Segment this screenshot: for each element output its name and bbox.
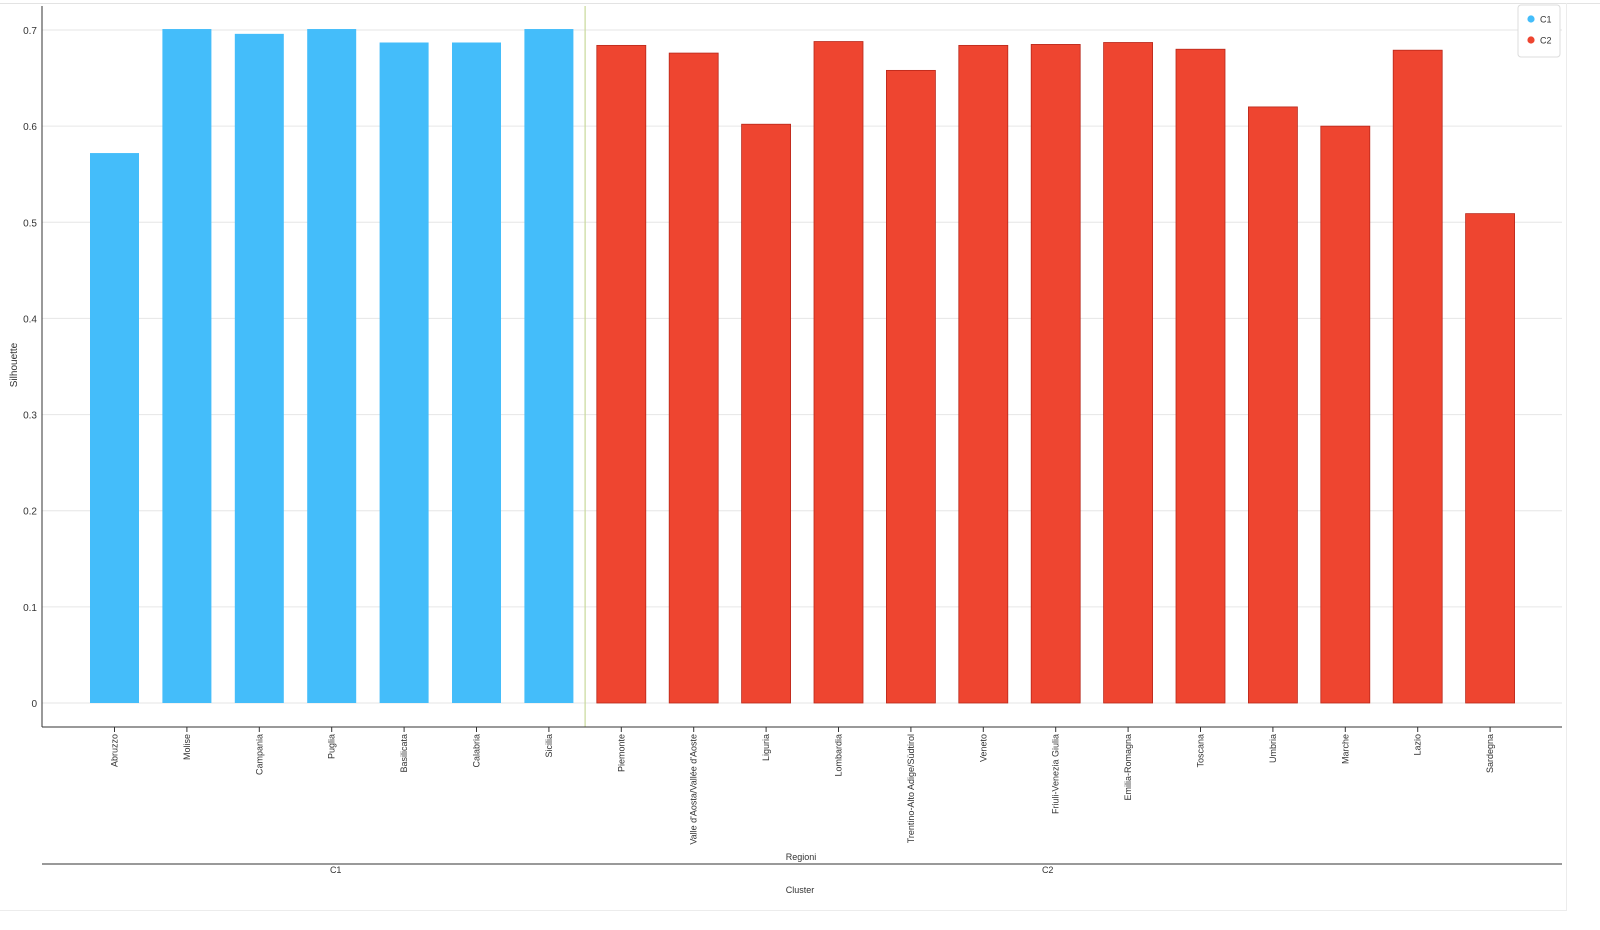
x-tick-label: Emilia-Romagna [1123, 734, 1133, 801]
cluster-label-c2: C2 [1042, 865, 1054, 875]
y-tick-label: 0.4 [23, 314, 37, 325]
bar-sicilia [524, 29, 574, 703]
x-tick-label: Trentino-Alto Adige/Südtirol [906, 734, 916, 843]
x-tick-label: Lombardia [834, 734, 844, 777]
x-tick-label: Molise [182, 734, 192, 760]
x-tick-label: Marche [1340, 734, 1350, 764]
x-tick-label: Sicilia [544, 734, 554, 758]
bar-puglia [307, 29, 357, 703]
bar-liguria [741, 123, 791, 704]
legend-label-c2: C2 [1540, 36, 1552, 46]
x-tick-label: Abruzzo [110, 734, 120, 767]
x-tick-label: Veneto [978, 734, 988, 762]
cluster-axis-title: Cluster [786, 885, 815, 895]
y-tick-label: 0.2 [23, 507, 37, 518]
bar-marche [1320, 125, 1371, 704]
x-axis-title: Regioni [786, 852, 817, 862]
bar-piemonte [596, 44, 647, 704]
bar-abruzzo [90, 153, 139, 703]
bar-sardegna [1465, 213, 1515, 704]
x-tick-label: Umbria [1268, 734, 1278, 763]
legend-label-c1: C1 [1540, 15, 1552, 25]
bar-friuli-venezia-giulia [1030, 44, 1081, 704]
x-tick-label: Lazio [1413, 734, 1423, 756]
x-tick-label: Campania [254, 734, 264, 775]
y-tick-label: 0.3 [23, 411, 37, 422]
y-tick-label: 0.6 [23, 122, 37, 133]
bar-lazio [1392, 49, 1443, 704]
bar-lombardia [813, 41, 864, 704]
bar-umbria [1248, 106, 1298, 704]
y-tick-label: 0 [31, 699, 37, 710]
y-axis-title: Silhouette [9, 342, 20, 387]
x-tick-label: Piemonte [616, 734, 626, 772]
y-tick-label: 0.5 [23, 218, 37, 229]
x-tick-label: Puglia [327, 734, 337, 759]
x-tick-label: Valle d'Aosta/Vallée d'Aoste [689, 734, 699, 845]
bar-basilicata [379, 42, 429, 703]
x-tick-label: Liguria [761, 734, 771, 761]
legend-marker-c1 [1527, 15, 1535, 23]
cluster-label-c1: C1 [330, 865, 342, 875]
bar-trentino-alto-adige-s-dtirol [886, 69, 936, 704]
bar-toscana [1175, 48, 1226, 704]
x-tick-label: Toscana [1196, 734, 1206, 768]
bar-campania [234, 33, 284, 704]
bar-molise [162, 29, 212, 703]
x-tick-label: Calabria [472, 734, 482, 768]
bar-valle-d-aosta-vall-e-d-aoste [668, 52, 719, 704]
y-tick-label: 0.1 [23, 603, 37, 614]
x-tick-label: Sardegna [1485, 734, 1495, 773]
bar-emilia-romagna [1103, 42, 1153, 704]
x-tick-label: Friuli-Venezia Giulia [1051, 734, 1061, 814]
legend-box [1517, 4, 1561, 58]
legend-marker-c2 [1527, 36, 1535, 44]
bar-veneto [958, 44, 1009, 704]
bar-calabria [452, 42, 501, 703]
x-tick-label: Basilicata [399, 734, 409, 773]
y-tick-label: 0.7 [23, 26, 37, 37]
